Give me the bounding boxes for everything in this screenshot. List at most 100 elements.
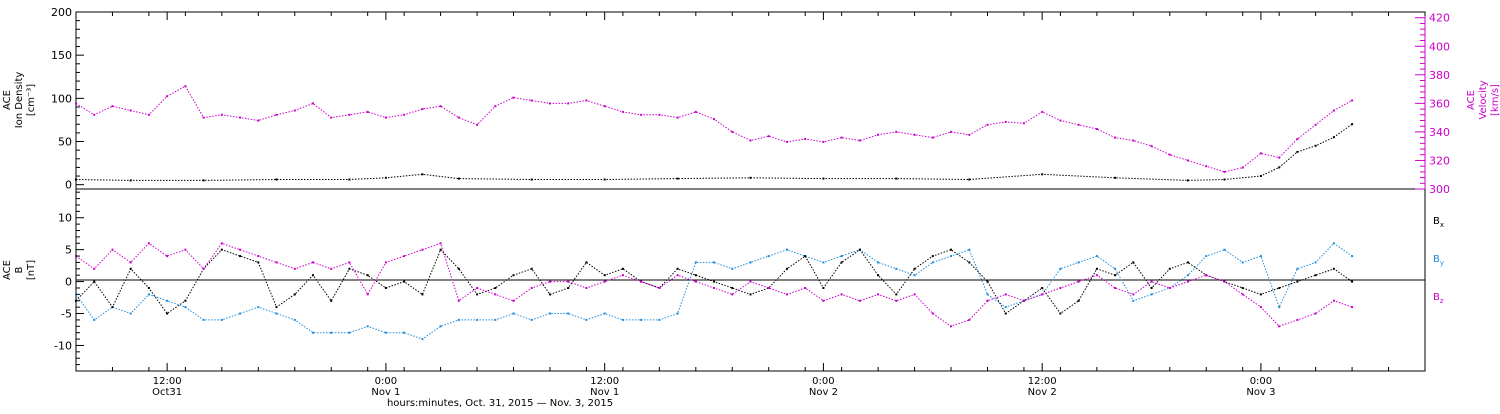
bx-series-point	[312, 274, 314, 277]
velocity-series-point	[202, 116, 205, 119]
x-tick-label-date: Nov 2	[809, 387, 838, 398]
bx-series-point	[1041, 287, 1044, 289]
b-tick-label: 10	[58, 212, 72, 225]
bz-series-point	[858, 299, 861, 302]
bz-series-point	[129, 261, 132, 264]
velocity-series-point	[549, 102, 551, 105]
density-series-point	[1187, 179, 1189, 182]
bz-series-point	[1132, 293, 1135, 296]
velocity-series-point	[1077, 123, 1080, 126]
bx-series-point	[1241, 287, 1244, 289]
bz-series-point	[621, 274, 624, 277]
x-tick-label-time: 0:00	[375, 376, 397, 387]
by-series-point	[786, 248, 788, 251]
by-series-point	[330, 331, 333, 334]
bz-series-point	[931, 312, 934, 315]
by-series-point	[1223, 248, 1226, 251]
velocity-axis-label: ACE Velocity [km/s]	[1466, 80, 1500, 119]
bz-series-point	[1332, 299, 1335, 302]
bx-series-point	[457, 267, 460, 270]
velocity-series-point	[1296, 138, 1299, 140]
density-series-point	[1314, 144, 1317, 147]
density-axis-label: ACE Ion Density [cm⁻³]	[2, 72, 37, 129]
velocity-series-point	[1351, 99, 1354, 102]
b-axis-label-line1: ACE	[2, 260, 13, 280]
by-series-point	[494, 318, 497, 321]
by-series-point	[676, 312, 679, 315]
bz-series-point	[1022, 299, 1025, 302]
velocity-series-point	[913, 133, 916, 136]
bz-series-point	[986, 299, 989, 302]
bz-series-point	[1168, 287, 1171, 289]
velocity-series-point	[439, 105, 442, 108]
bz-series-point	[220, 242, 223, 245]
by-series-point	[931, 261, 934, 264]
bz-series-point	[1278, 325, 1281, 328]
bx-series-point	[931, 255, 934, 258]
velocity-series-trace	[75, 85, 1353, 173]
bx-series-point	[366, 274, 369, 277]
bx-series-point	[1059, 312, 1062, 315]
velocity-series-point	[312, 102, 314, 105]
bx-series-point	[257, 261, 260, 264]
bz-series-point	[603, 280, 606, 283]
bx-series-point	[1132, 261, 1135, 264]
by-series-point	[403, 331, 406, 334]
velocity-series-point	[166, 95, 169, 98]
by-series-point	[1259, 255, 1262, 258]
bx-series-point	[348, 267, 351, 270]
bx-series-point	[749, 293, 752, 296]
bz-series-point	[1314, 312, 1317, 315]
by-series-point	[567, 312, 570, 315]
density-series-point	[421, 173, 424, 176]
velocity-series-point	[567, 102, 570, 105]
bx-series-point	[731, 287, 734, 289]
velocity-series-point	[786, 140, 788, 143]
bz-series-point	[804, 287, 807, 289]
density-axis-label-line1: ACE	[2, 90, 13, 110]
velocity-series-point	[767, 135, 770, 138]
by-series-point	[731, 267, 734, 270]
bx-series-point	[621, 267, 624, 270]
by-series-point	[239, 312, 242, 315]
bx-series-point	[950, 248, 952, 251]
bz-series-point	[1114, 287, 1117, 289]
bx-series-point	[1150, 287, 1153, 289]
bx-series-point	[822, 287, 825, 289]
velocity-series-point	[476, 123, 479, 126]
by-series-point	[293, 318, 296, 321]
bx-series-point	[549, 293, 551, 296]
bz-series-point	[1223, 280, 1226, 283]
velocity-series-point	[658, 113, 661, 116]
velocity-series-point	[621, 110, 624, 113]
bx-series-point	[330, 299, 333, 302]
velocity-series-point	[749, 139, 752, 142]
bx-series-point	[895, 293, 898, 296]
velocity-series-point	[840, 136, 843, 139]
velocity-series-point	[530, 99, 533, 102]
density-series-point	[749, 176, 752, 179]
by-series-point	[1004, 306, 1007, 309]
bz-series-point	[950, 325, 952, 328]
bx-series-point	[220, 248, 223, 251]
velocity-axis-label-line3: [km/s]	[1490, 84, 1500, 116]
bx-series-point	[713, 280, 715, 283]
bz-series-point	[658, 287, 661, 289]
bx-series-point	[603, 274, 606, 277]
bx-series-point	[293, 293, 296, 296]
by-series-point	[1278, 306, 1281, 309]
bx-series-point	[676, 267, 679, 270]
legend-bz: Bz	[1433, 292, 1444, 305]
by-series-point	[1205, 255, 1208, 258]
bz-series-point	[530, 287, 533, 289]
velocity-series-point	[1241, 166, 1244, 169]
bz-series-point	[549, 280, 551, 283]
bx-series-point	[585, 261, 588, 264]
bz-series-point	[384, 261, 387, 264]
by-series-point	[1150, 293, 1153, 296]
bz-series-point	[913, 293, 916, 296]
bx-series-point	[476, 293, 479, 296]
density-series-point	[384, 176, 387, 179]
density-series-point	[457, 177, 460, 180]
velocity-series-point	[147, 113, 150, 116]
